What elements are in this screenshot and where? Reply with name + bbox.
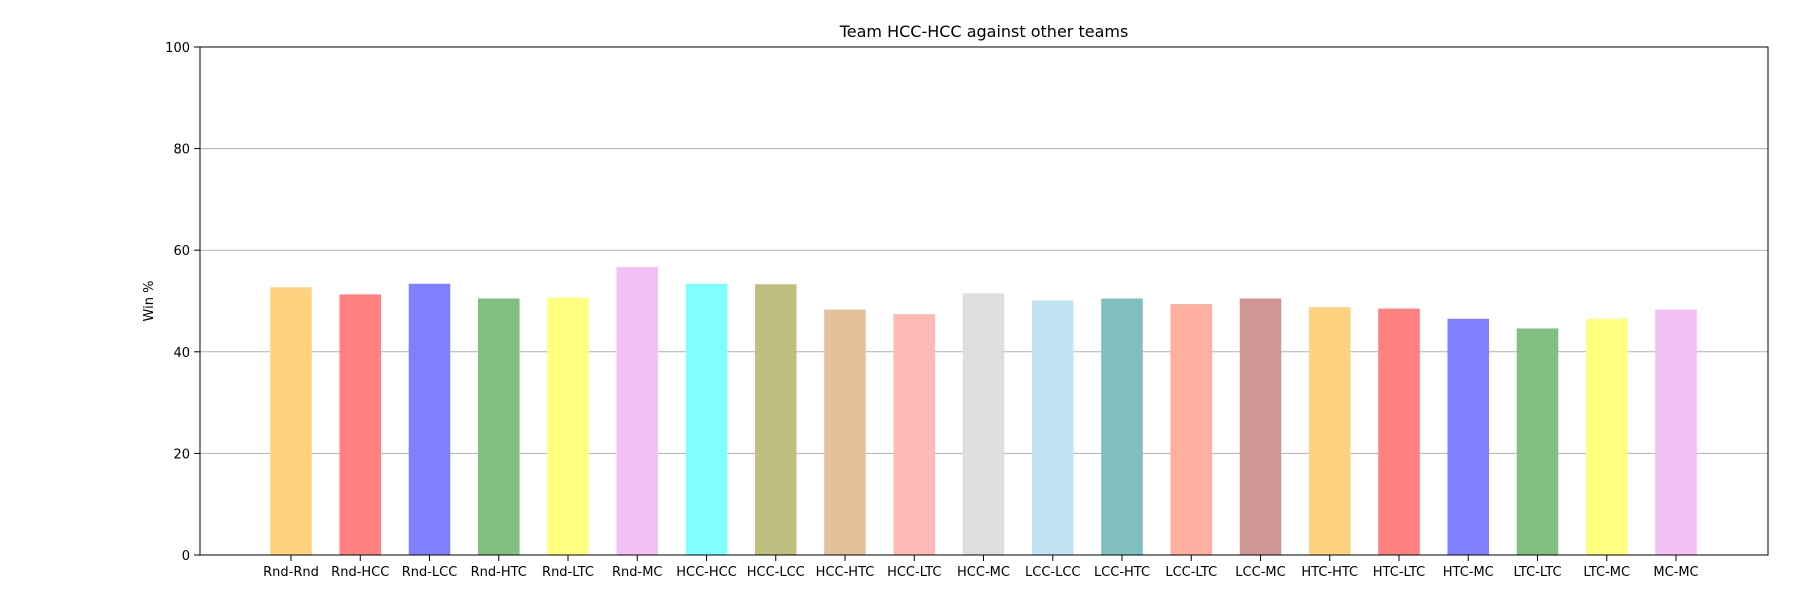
x-tick-label: Rnd-LCC <box>402 565 458 580</box>
bar <box>1655 309 1697 555</box>
bar <box>893 314 936 555</box>
x-tick-label: LCC-LCC <box>1025 565 1081 580</box>
y-tick-label: 0 <box>182 549 190 564</box>
x-tick-label: LTC-LTC <box>1513 565 1561 580</box>
y-tick-label: 80 <box>173 143 190 158</box>
y-tick-label: 100 <box>165 41 190 56</box>
bar <box>754 284 797 555</box>
bar <box>270 287 312 555</box>
x-tick-label: Rnd-LTC <box>542 565 594 580</box>
bar <box>1447 318 1490 555</box>
y-tick-label: 60 <box>173 244 190 259</box>
bar <box>547 297 589 555</box>
chart-title: Team HCC-HCC against other teams <box>839 22 1129 41</box>
x-tick-label: HTC-MC <box>1443 565 1494 580</box>
bar <box>477 298 520 555</box>
bar <box>1170 304 1213 555</box>
bar <box>685 283 728 555</box>
bar <box>1378 308 1420 555</box>
x-tick-label: Rnd-MC <box>612 565 663 580</box>
x-tick-label: HTC-HTC <box>1301 565 1358 580</box>
bar <box>339 294 382 555</box>
x-tick-label: LCC-LTC <box>1165 565 1217 580</box>
bar <box>1516 328 1559 555</box>
bar <box>1585 318 1628 555</box>
x-tick-label: HTC-LTC <box>1373 565 1425 580</box>
x-tick-label: LTC-MC <box>1583 565 1630 580</box>
x-tick-label: HCC-MC <box>957 565 1010 580</box>
x-tick-label: HCC-HCC <box>676 565 737 580</box>
bar <box>824 309 866 555</box>
y-axis-title: Win % <box>142 281 157 322</box>
x-tick-label: LCC-HTC <box>1094 565 1150 580</box>
x-tick-label: MC-MC <box>1653 565 1698 580</box>
bar <box>1308 307 1351 555</box>
x-tick-label: Rnd-Rnd <box>263 565 319 580</box>
axis-layer: 0 20 40 60 80 100 Rnd-Rnd Rnd-HCC Rnd-LCC Rnd-HTC… <box>165 41 1769 580</box>
x-tick-label: Rnd-HTC <box>471 565 527 580</box>
bar-layer <box>270 266 1697 555</box>
bar <box>962 293 1005 555</box>
bar <box>408 283 451 555</box>
x-tick-label: HCC-LCC <box>747 565 805 580</box>
x-tick-label: LCC-MC <box>1235 565 1285 580</box>
plot-frame <box>199 46 1769 556</box>
x-tick-label: HCC-HTC <box>816 565 875 580</box>
bar <box>1101 298 1143 555</box>
x-tick-label: HCC-LTC <box>887 565 941 580</box>
bar <box>1239 298 1282 555</box>
bar <box>616 266 659 555</box>
y-tick-label: 20 <box>173 447 190 462</box>
bar <box>1031 300 1074 555</box>
y-tick-label: 40 <box>173 346 190 361</box>
x-tick-label: Rnd-HCC <box>331 565 389 580</box>
